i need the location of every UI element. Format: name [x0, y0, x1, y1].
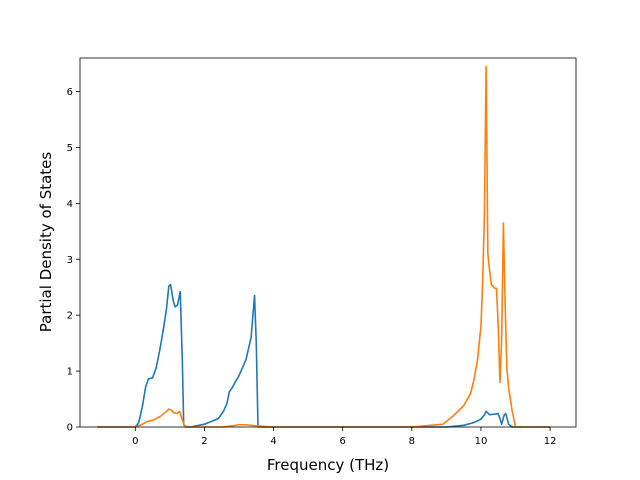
series-line-1	[97, 283, 551, 428]
y-tick-label: 3	[67, 255, 73, 266]
y-tick-label: 0	[67, 423, 73, 434]
plot-area-frame	[79, 57, 577, 428]
y-axis-label: Partial Density of States	[37, 152, 55, 333]
y-tick-label: 4	[67, 199, 73, 210]
x-axis: 0 2 4 6 8 10 12	[132, 427, 556, 447]
x-tick-label: 2	[201, 436, 207, 447]
series-line-2	[97, 65, 551, 428]
y-tick-label: 5	[67, 143, 73, 154]
x-tick-label: 12	[544, 436, 557, 447]
x-tick-label: 8	[409, 436, 415, 447]
x-tick-label: 10	[475, 436, 488, 447]
y-tick-label: 1	[67, 367, 73, 378]
x-axis-label: Frequency (THz)	[267, 456, 389, 474]
x-tick-label: 6	[340, 436, 346, 447]
series-layer	[97, 65, 551, 428]
y-axis: 0 1 2 3 4 5 6	[67, 87, 80, 434]
x-tick-label: 0	[132, 436, 138, 447]
x-tick-label: 4	[270, 436, 276, 447]
y-tick-label: 2	[67, 311, 73, 322]
y-tick-label: 6	[67, 87, 73, 98]
